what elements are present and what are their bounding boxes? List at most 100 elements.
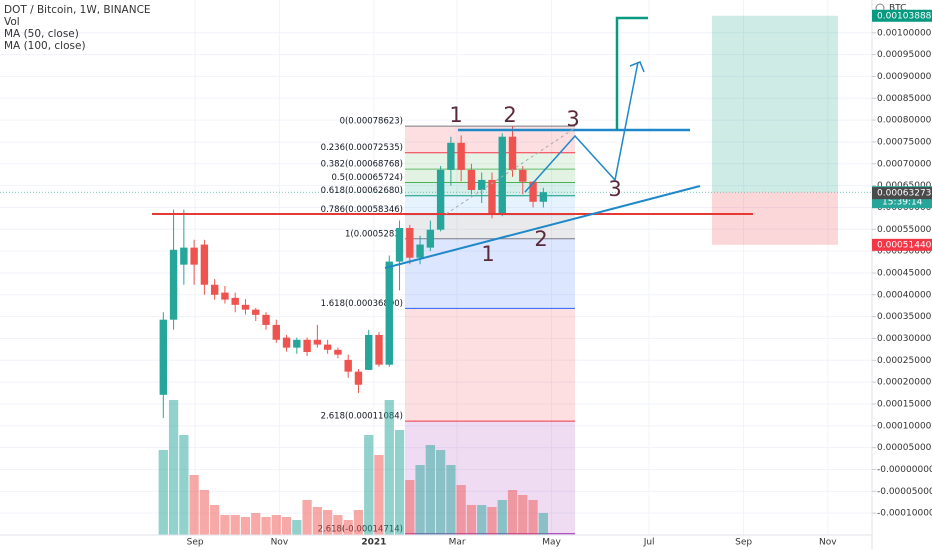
x-tick-label: Sep	[735, 538, 752, 548]
volume-bar	[189, 475, 199, 535]
candle-body	[478, 179, 486, 190]
candle-body	[365, 334, 373, 370]
candle-body	[375, 334, 383, 365]
volume-bar	[281, 517, 292, 535]
fib-label: 0.618(0.00062680)	[321, 186, 403, 196]
x-tick-label: Nov	[271, 538, 289, 548]
candle-body	[508, 136, 517, 170]
y-tick-label: 0.00080000	[877, 116, 932, 126]
candle-body	[344, 359, 352, 372]
fib-label: 0.382(0.00068768)	[321, 160, 403, 170]
y-tick-label: 0.00015000	[877, 399, 932, 409]
fib-band	[405, 152, 575, 170]
projection-arrow	[524, 61, 645, 193]
countdown-label: 15:39:14	[882, 198, 923, 208]
candle-body	[190, 247, 198, 265]
volume-bar	[415, 465, 425, 535]
candle-body	[467, 169, 476, 190]
candle-body	[395, 227, 404, 262]
candle-body	[519, 169, 527, 182]
y-tick-label: 0.00095000	[877, 50, 932, 60]
volume-bar	[271, 515, 281, 535]
candle-body	[169, 249, 178, 320]
candle-body	[159, 319, 168, 395]
fib-label: 0.5(0.00065724)	[331, 173, 403, 183]
drawings-layer: 1 2 3 3 1 2	[152, 16, 753, 269]
volume-bar	[323, 510, 333, 535]
x-tick-label: Jul	[643, 538, 655, 548]
fib-band	[405, 169, 575, 183]
fib-label: 1.618(0.00036890)	[321, 299, 403, 309]
candle-body	[210, 284, 219, 295]
candle-body	[406, 227, 414, 258]
volume-bar	[446, 465, 456, 535]
wave-label: 2	[534, 227, 547, 251]
wave-label: 1	[449, 103, 462, 127]
volume-bar	[251, 513, 261, 535]
candle-body	[334, 349, 342, 355]
y-tick-label: 0.00090000	[877, 72, 932, 82]
fib-trend	[445, 127, 576, 215]
trend-line	[384, 185, 701, 269]
candle-body	[241, 304, 250, 310]
y-tick-label: 0.00040000	[877, 290, 932, 300]
candle-body	[498, 136, 506, 215]
price-label-bg	[872, 238, 932, 251]
price-label: 0.00103888	[877, 11, 932, 21]
y-tick-label: 0.00075000	[877, 137, 932, 147]
volume-bar	[487, 507, 497, 535]
series-layer	[158, 126, 548, 535]
volume-bar	[210, 505, 220, 535]
y-tick-label: 0.00065000	[877, 181, 932, 191]
y-tick-label: 0.00005000	[877, 443, 932, 453]
volume-bar	[497, 500, 507, 535]
volume-bar	[456, 485, 466, 535]
volume-bar	[518, 495, 528, 535]
price-label: 0.00051440	[877, 240, 932, 250]
volume-bar	[158, 450, 168, 535]
y-tick-label: 0.00020000	[877, 378, 932, 388]
volume-bar	[230, 515, 240, 535]
candle-body	[385, 261, 393, 365]
target-step	[615, 16, 648, 130]
y-tick-label: -0.00005000	[877, 487, 932, 497]
price-label-bg	[872, 187, 932, 200]
candle-body	[416, 244, 424, 258]
y-tick-label: 0.00070000	[877, 159, 932, 169]
candle-body	[457, 142, 465, 170]
loss-zone	[712, 192, 838, 245]
indicator: MA (100, close)	[4, 40, 86, 52]
y-tick-label: 0.00035000	[877, 312, 932, 322]
price-label: 0.00063273	[877, 189, 931, 199]
y-tick-label: 0.00010000	[877, 421, 932, 431]
candle-body	[180, 247, 188, 265]
candle-body	[303, 339, 311, 353]
y-tick-label: -0.00000000	[877, 465, 932, 475]
volume-bar	[384, 400, 394, 535]
candle-body	[221, 292, 229, 300]
y-tick-label: -0.00010000	[877, 509, 932, 519]
candle-body	[293, 339, 301, 348]
symbol-title: DOT / Bitcoin, 1W, BINANCE	[4, 4, 151, 16]
y-tick-label: 0.00045000	[877, 268, 932, 278]
profit-zone	[712, 15, 838, 193]
candle-body	[529, 181, 537, 202]
candle-body	[436, 169, 445, 230]
fib-band	[405, 308, 575, 422]
currency: BTC	[889, 4, 906, 14]
candle-body	[231, 297, 239, 305]
volume-bar	[435, 450, 446, 535]
x-tick-label: May	[542, 538, 561, 548]
volume-bar	[374, 455, 384, 535]
candle-body	[200, 244, 209, 285]
volume-bar	[302, 500, 312, 535]
candle-body	[272, 324, 280, 340]
volume-bar	[343, 520, 353, 535]
indicator: Vol	[4, 16, 20, 28]
volume-bar	[292, 520, 302, 535]
indicator: MA (50, close)	[4, 28, 79, 40]
volume-bar	[528, 500, 538, 535]
volume-bar	[466, 505, 477, 535]
